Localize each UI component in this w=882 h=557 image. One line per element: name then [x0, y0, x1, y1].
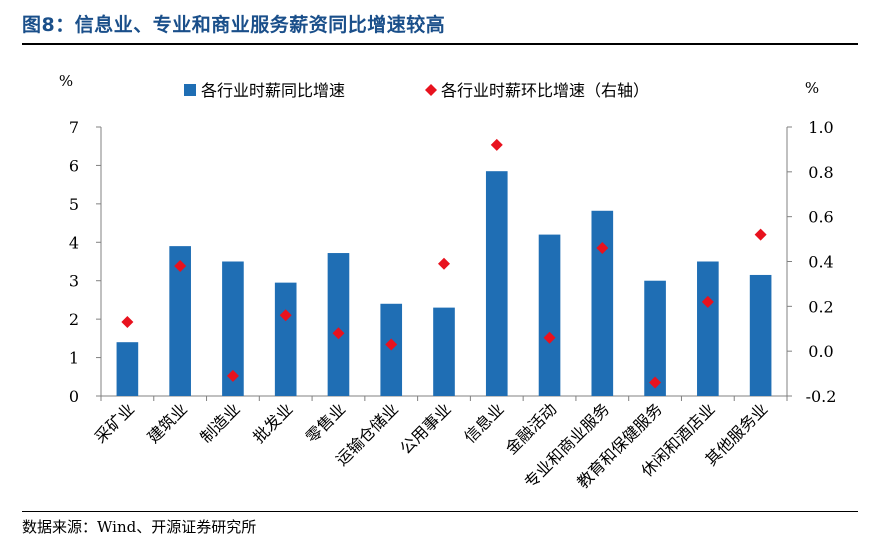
bar [327, 253, 350, 396]
legend-label-scatter: 各行业时薪环比增速（右轴） [441, 81, 649, 100]
title-rule [22, 43, 858, 45]
page-title: 图8：信息业、专业和商业服务薪资同比增速较高 [22, 14, 446, 36]
x-tick-label: 信息业 [460, 399, 507, 446]
right-tick-label: 0.8 [808, 163, 833, 182]
bar [222, 261, 244, 396]
x-tick-label: 采矿业 [91, 399, 138, 446]
x-tick-label: 零售业 [302, 399, 349, 446]
source-rule [22, 511, 858, 512]
bar [274, 282, 297, 396]
scatter-point [543, 331, 556, 344]
scatter-point [596, 242, 609, 255]
right-tick-label: 0.0 [808, 342, 833, 361]
right-axis-unit: % [805, 79, 819, 97]
left-tick-label: 2 [69, 310, 79, 329]
scatter-point [121, 316, 134, 329]
left-tick-label: 4 [69, 233, 79, 252]
bar [116, 342, 139, 396]
scatter-point [279, 309, 292, 322]
scatter-point [649, 376, 662, 389]
right-tick-label: 0.4 [808, 253, 833, 272]
legend-label-bar: 各行业时薪同比增速 [201, 81, 345, 100]
right-tick-label: 0.6 [808, 208, 833, 227]
left-tick-label: 6 [69, 156, 79, 175]
bar [433, 307, 455, 396]
bar [697, 261, 719, 396]
left-tick-label: 7 [69, 118, 79, 137]
bar [485, 171, 508, 396]
bar [591, 210, 614, 396]
right-tick-label: -0.2 [806, 387, 837, 406]
scatter-point [438, 257, 450, 270]
left-tick-label: 0 [69, 387, 79, 406]
chart-legend: 各行业时薪同比增速 各行业时薪环比增速（右轴） [184, 81, 649, 100]
left-tick-label: 3 [69, 272, 79, 291]
legend-swatch-bar [184, 84, 196, 96]
bar-series [116, 171, 772, 396]
bar [538, 234, 561, 396]
right-tick-label: 1.0 [808, 118, 833, 137]
bar [749, 274, 772, 396]
left-tick-label: 1 [69, 349, 79, 368]
bar [644, 280, 666, 396]
x-tick-label: 建筑业 [144, 399, 191, 446]
x-tick-label: 制造业 [196, 399, 243, 446]
right-tick-label: 0.2 [808, 297, 833, 316]
legend-swatch-scatter [425, 84, 437, 96]
chart: 0 1 2 3 4 5 6 7 -0.2 0.0 0.2 0.4 0.6 0.8 1.0% % 采矿业 建筑业 制造… [59, 72, 837, 492]
source-note: 数据来源：Wind、开源证券研究所 [22, 518, 257, 536]
scatter-point [226, 369, 239, 382]
scatter-point [385, 338, 398, 351]
scatter-point [332, 327, 345, 340]
scatter-point [174, 259, 187, 272]
scatter-point [490, 138, 503, 151]
scatter-point [701, 295, 714, 308]
x-tick-label: 批发业 [249, 399, 296, 446]
scatter-series [121, 138, 767, 389]
bar [169, 246, 191, 396]
x-tick-label: 公用事业 [396, 399, 455, 458]
left-tick-label: 5 [69, 195, 79, 214]
scatter-point [754, 228, 767, 241]
left-axis-unit: % [59, 72, 73, 90]
